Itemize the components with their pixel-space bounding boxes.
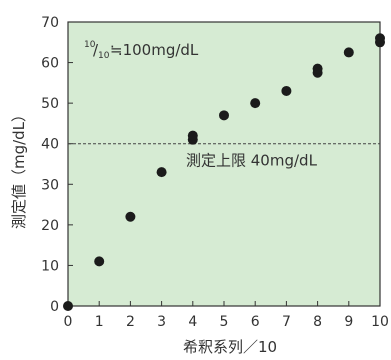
x-tick-label: 10 [371,314,389,330]
y-tick-label: 20 [41,218,59,234]
data-point [343,47,354,58]
x-axis-title: 希釈系列／10 [183,338,277,356]
y-tick-label: 10 [41,258,59,274]
x-tick-label: 6 [251,314,260,330]
fraction-denominator: 10 [98,51,110,61]
data-point [94,256,105,267]
y-tick-label: 70 [41,15,59,31]
data-point [281,85,292,96]
data-point [375,33,385,44]
y-tick-label: 50 [41,96,59,112]
y-tick-label: 30 [41,177,59,193]
data-point [156,167,167,178]
conversion-annotation: 10 / 10 ≒100mg/dL [84,40,199,61]
data-points [63,33,385,311]
fraction-slash: / [93,41,99,59]
data-point [187,130,198,141]
plot-area [67,21,381,307]
y-axis-title: 測定値（mg/dL） [10,107,28,229]
x-tick-label: 8 [313,314,322,330]
y-axis-ticks: 0 10 20 30 40 50 60 70 [41,15,73,315]
y-tick-label: 60 [41,56,59,72]
x-tick-label: 4 [188,314,197,330]
x-tick-label: 5 [220,314,229,330]
x-tick-label: 7 [282,314,291,330]
data-point [125,211,136,222]
upper-limit-label: 測定上限 40mg/dL [186,152,318,170]
data-point [312,63,323,74]
y-tick-label: 0 [50,299,59,315]
x-tick-label: 0 [64,314,73,330]
y-tick-label: 40 [41,137,59,153]
conversion-text: ≒100mg/dL [110,41,199,59]
x-tick-label: 3 [157,314,166,330]
x-tick-label: 1 [95,314,104,330]
x-tick-label: 2 [126,314,135,330]
data-point [63,301,73,311]
fraction-numerator: 10 [84,40,96,50]
data-point [250,98,261,109]
x-tick-label: 9 [344,314,353,330]
x-axis-ticks: 0 1 2 3 4 5 6 7 8 9 10 [64,301,389,330]
data-point [219,110,229,121]
